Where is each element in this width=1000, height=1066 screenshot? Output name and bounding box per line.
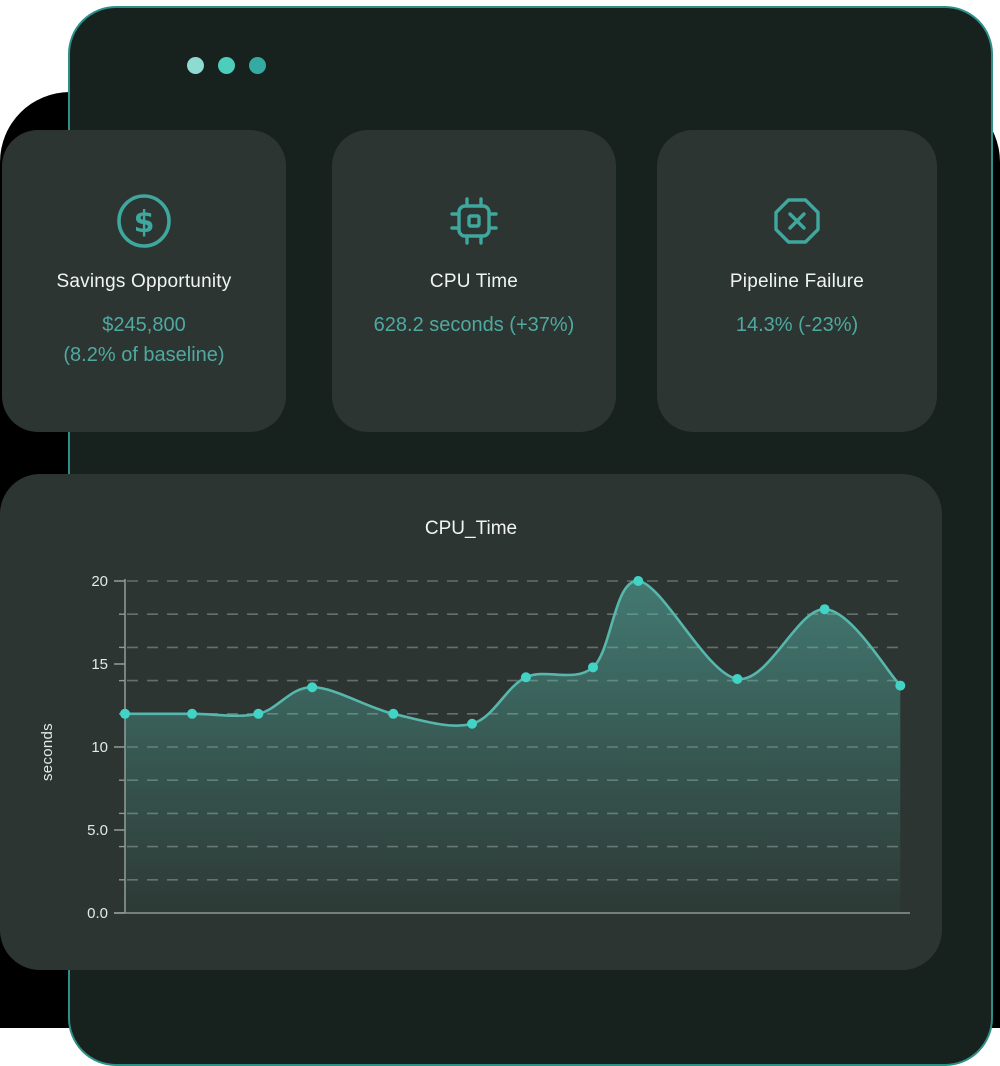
y-tick-label: 15	[91, 656, 108, 673]
area-fill	[125, 580, 901, 913]
data-point-marker	[732, 673, 743, 684]
data-point-marker	[819, 604, 830, 615]
card-value-line: 14.3% (-23%)	[735, 314, 859, 336]
card-value: 14.3% (-23%)	[736, 310, 858, 340]
dollar-circle-icon: $	[115, 192, 173, 250]
card-cpu-time: CPU Time 628.2 seconds (+37%)	[332, 130, 616, 432]
data-point-marker	[520, 672, 531, 683]
y-tick-label: 10	[91, 739, 108, 756]
chart-panel: CPU_Time 0.0 5.0 10 15 20 seconds	[0, 474, 942, 970]
card-value-line: $245,800	[102, 314, 186, 336]
data-point-marker	[895, 680, 906, 691]
window-titlebar	[187, 57, 266, 74]
card-value-line: (8.2% of baseline)	[63, 344, 225, 366]
svg-text:$: $	[134, 205, 155, 240]
card-title: CPU Time	[429, 271, 519, 292]
data-point-marker	[588, 662, 598, 673]
window-dot-1[interactable]	[187, 57, 204, 74]
window-dot-2[interactable]	[218, 57, 235, 74]
y-tick-label: 0.0	[87, 905, 108, 922]
data-point-marker	[253, 708, 264, 719]
cpu-chip-icon	[446, 192, 502, 250]
card-savings-opportunity: $ Savings Opportunity $245,800 (8.2% of …	[2, 130, 286, 432]
card-value: $245,800 (8.2% of baseline)	[63, 310, 224, 370]
cpu-time-area-chart: CPU_Time 0.0 5.0 10 15 20 seconds	[39, 518, 910, 922]
card-pipeline-failure: Pipeline Failure 14.3% (-23%)	[657, 130, 937, 432]
card-value-line: 628.2 seconds (+37%)	[373, 314, 575, 336]
y-axis-label: seconds	[39, 723, 56, 781]
y-tick-label: 20	[91, 573, 108, 590]
card-title: Savings Opportunity	[56, 271, 232, 292]
data-point-marker	[120, 708, 130, 719]
data-point-marker	[187, 708, 198, 719]
y-tick-label: 5.0	[87, 822, 108, 839]
window-dot-3[interactable]	[249, 57, 266, 74]
data-point-marker	[307, 682, 318, 693]
data-point-marker	[633, 576, 644, 586]
data-point-marker	[388, 708, 399, 719]
octagon-x-icon	[770, 192, 824, 250]
card-title: Pipeline Failure	[729, 271, 865, 292]
data-point-marker	[467, 718, 478, 729]
card-value: 628.2 seconds (+37%)	[374, 310, 575, 340]
chart-title: CPU_Time	[425, 518, 517, 539]
